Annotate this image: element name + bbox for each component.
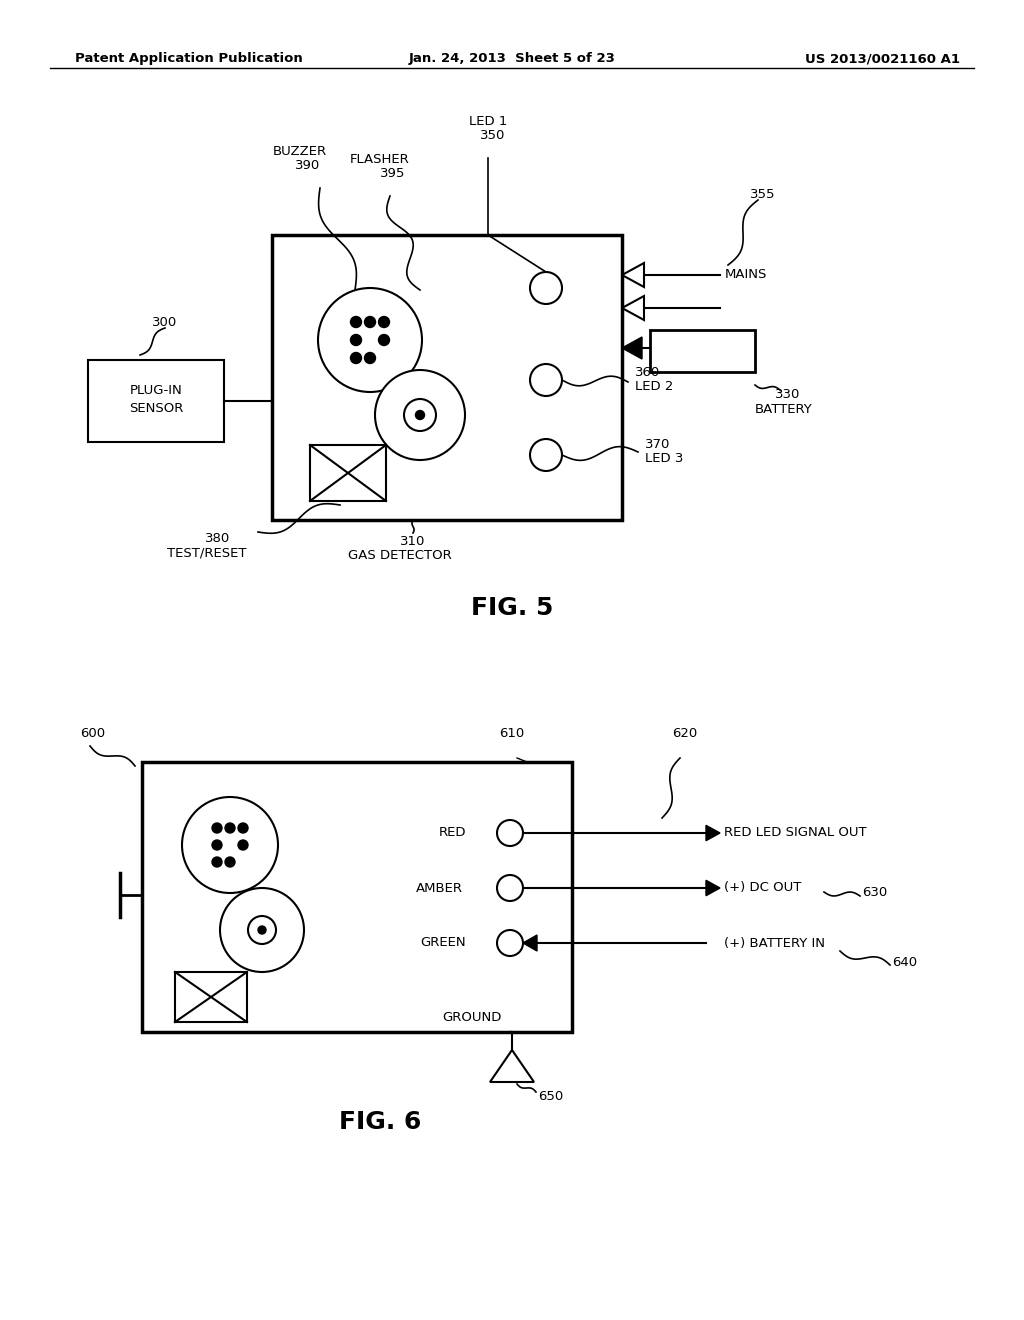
Text: 350: 350 [480, 129, 506, 143]
Text: 650: 650 [538, 1090, 563, 1104]
Bar [650, 330, 755, 372]
Text: 355: 355 [750, 189, 775, 202]
Text: US 2013/0021160 A1: US 2013/0021160 A1 [805, 51, 961, 65]
Circle shape [212, 857, 222, 867]
Polygon shape [523, 935, 537, 950]
Text: GROUND: GROUND [442, 1011, 502, 1024]
Bar [310, 445, 386, 502]
Bar [88, 360, 224, 442]
Polygon shape [622, 337, 642, 359]
Text: (+) BATTERY IN: (+) BATTERY IN [724, 936, 825, 949]
Circle shape [212, 840, 222, 850]
Circle shape [225, 857, 234, 867]
Circle shape [318, 288, 422, 392]
Polygon shape [622, 263, 644, 286]
Circle shape [375, 370, 465, 459]
Bar [175, 972, 247, 1022]
Text: Patent Application Publication: Patent Application Publication [75, 51, 303, 65]
Circle shape [182, 797, 278, 894]
Text: 600: 600 [80, 727, 105, 741]
Circle shape [497, 931, 523, 956]
Text: 380: 380 [206, 532, 230, 545]
Circle shape [350, 352, 361, 363]
Circle shape [379, 317, 389, 327]
Polygon shape [622, 296, 644, 319]
Text: LED 1: LED 1 [469, 115, 507, 128]
Text: 330: 330 [775, 388, 801, 401]
Text: FIG. 5: FIG. 5 [471, 597, 553, 620]
Circle shape [248, 916, 276, 944]
Circle shape [404, 399, 436, 432]
Text: 360: 360 [635, 367, 660, 380]
Text: 620: 620 [672, 727, 697, 741]
Circle shape [350, 317, 361, 327]
Text: FIG. 6: FIG. 6 [339, 1110, 421, 1134]
Text: TEST/RESET: TEST/RESET [167, 546, 247, 558]
Circle shape [530, 272, 562, 304]
Circle shape [365, 352, 376, 363]
Text: 610: 610 [500, 727, 524, 741]
Text: FLASHER: FLASHER [350, 153, 410, 166]
Circle shape [416, 411, 425, 420]
Text: RED: RED [438, 826, 466, 840]
Text: 370: 370 [645, 438, 671, 451]
Circle shape [497, 875, 523, 902]
Circle shape [379, 334, 389, 346]
Text: RED LED SIGNAL OUT: RED LED SIGNAL OUT [724, 826, 866, 840]
Text: 640: 640 [892, 957, 918, 969]
Text: MAINS: MAINS [725, 268, 767, 281]
Text: LED 2: LED 2 [635, 380, 674, 393]
Text: Jan. 24, 2013  Sheet 5 of 23: Jan. 24, 2013 Sheet 5 of 23 [409, 51, 615, 65]
Circle shape [530, 364, 562, 396]
Bar [142, 762, 572, 1032]
Circle shape [530, 440, 562, 471]
Circle shape [225, 822, 234, 833]
Text: LED 3: LED 3 [645, 451, 683, 465]
Bar [272, 235, 622, 520]
Text: GAS DETECTOR: GAS DETECTOR [348, 549, 452, 562]
Text: (+) DC OUT: (+) DC OUT [724, 882, 802, 895]
Circle shape [238, 840, 248, 850]
Text: BUZZER: BUZZER [273, 145, 327, 158]
Circle shape [350, 334, 361, 346]
Polygon shape [490, 1049, 534, 1082]
Text: 395: 395 [380, 168, 406, 180]
Text: BATTERY: BATTERY [755, 403, 813, 416]
Text: 390: 390 [295, 158, 321, 172]
Polygon shape [706, 880, 720, 896]
Circle shape [365, 317, 376, 327]
Text: 630: 630 [862, 887, 887, 899]
Text: 310: 310 [400, 535, 426, 548]
Circle shape [258, 927, 266, 935]
Polygon shape [706, 825, 720, 841]
Circle shape [220, 888, 304, 972]
Circle shape [497, 820, 523, 846]
Text: SENSOR: SENSOR [129, 403, 183, 416]
Text: AMBER: AMBER [416, 882, 463, 895]
Circle shape [238, 822, 248, 833]
Text: PLUG-IN: PLUG-IN [130, 384, 182, 397]
Circle shape [212, 822, 222, 833]
Text: GREEN: GREEN [421, 936, 466, 949]
Text: 300: 300 [152, 315, 177, 329]
